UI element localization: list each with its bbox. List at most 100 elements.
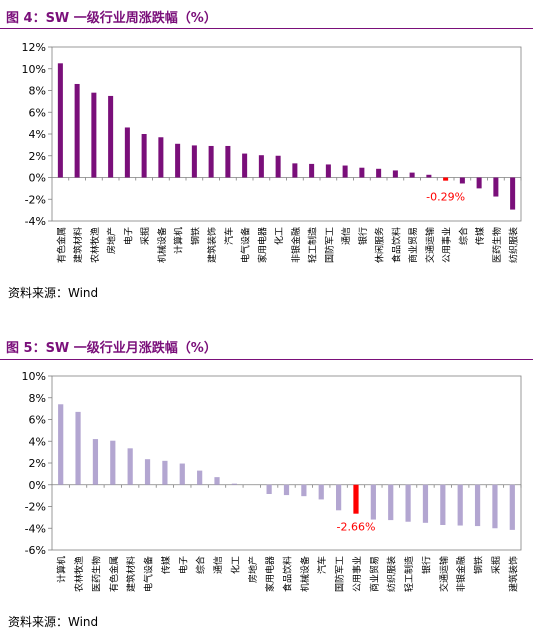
category-label: 交通运输 — [438, 556, 450, 592]
bar — [57, 63, 63, 178]
bar — [342, 165, 348, 178]
figure-4-title-rule — [0, 28, 533, 29]
category-label: 农林牧渔 — [73, 556, 85, 592]
bar — [124, 127, 130, 178]
category-label: 建筑材料 — [72, 227, 84, 263]
category-label: 商业贸易 — [407, 227, 419, 263]
category-label: 房地产 — [106, 227, 118, 254]
bar — [301, 484, 307, 497]
bar — [325, 164, 331, 178]
category-label: 国防军工 — [323, 227, 335, 263]
y-tick-label: 4% — [29, 128, 46, 141]
category-label: 通信 — [212, 556, 224, 574]
y-tick-label: -4% — [25, 215, 46, 228]
bar — [318, 484, 324, 500]
bar — [509, 484, 515, 530]
bar — [376, 168, 382, 178]
bar — [426, 174, 432, 178]
bar — [422, 484, 429, 523]
bar — [208, 145, 214, 178]
bar — [510, 177, 516, 210]
bar — [197, 470, 203, 485]
y-tick-label: 0% — [29, 172, 46, 185]
y-tick-label: 2% — [29, 150, 46, 163]
y-tick-label: -2% — [25, 193, 46, 206]
y-tick-label: 0% — [29, 479, 46, 492]
category-label: 国防军工 — [334, 556, 346, 592]
bar — [127, 448, 133, 485]
y-tick-label: 12% — [22, 41, 46, 54]
category-label: 医药生物 — [491, 227, 503, 263]
bar — [474, 484, 481, 527]
bar — [353, 484, 359, 514]
y-tick-label: 8% — [29, 85, 46, 98]
y-tick-label: -4% — [25, 522, 46, 535]
category-label: 非银金融 — [290, 227, 302, 263]
bar — [440, 484, 446, 525]
y-tick-label: 4% — [29, 435, 46, 448]
category-label: 房地产 — [247, 556, 259, 583]
figure-5-bar-chart: 10% 8% 6% 4% 2% 0% -2% -4% -6% 计算机 农林牧渔 医药生物 有色金属 建筑材… — [22, 370, 522, 592]
bar — [110, 440, 116, 485]
category-label: 综合 — [457, 227, 469, 245]
category-label: 公用事业 — [351, 556, 363, 592]
category-label: 化工 — [229, 556, 241, 574]
category-label: 汽车 — [223, 227, 235, 245]
category-label: 计算机 — [173, 227, 185, 254]
category-label: 采掘 — [490, 556, 502, 574]
y-tick-label: 2% — [29, 457, 46, 470]
category-label: 银行 — [420, 556, 432, 574]
category-label: 有色金属 — [55, 227, 67, 263]
bar — [275, 155, 281, 178]
bar — [388, 484, 394, 521]
bar — [58, 404, 64, 485]
bar — [74, 83, 80, 178]
y-tick-label: 10% — [22, 63, 46, 76]
category-label: 非银金融 — [455, 556, 467, 592]
category-label: 公用事业 — [441, 227, 453, 263]
category-label: 家用电器 — [256, 227, 268, 263]
figure-5-title-rule — [0, 359, 533, 360]
plot-frame — [51, 375, 522, 551]
bar — [225, 145, 231, 178]
bar — [91, 92, 97, 178]
bar — [493, 177, 499, 197]
category-label: 机械设备 — [156, 227, 168, 263]
figure-5-source: 资料来源：Wind — [8, 615, 99, 629]
category-label: 建筑装饰 — [507, 556, 519, 592]
y-tick-label: 8% — [29, 392, 46, 405]
bar — [158, 137, 164, 178]
category-label: 食品饮料 — [282, 556, 294, 592]
category-label: 汽车 — [316, 556, 328, 574]
figure-4-source: 资料来源：Wind — [8, 286, 99, 300]
figure-5-title: 图 5：SW 一级行业月涨跌幅（%） — [6, 341, 217, 356]
y-tick-label: 6% — [29, 414, 46, 427]
highlight-value-label: -2.66% — [337, 521, 376, 534]
bar — [214, 477, 220, 485]
category-label: 电气设备 — [143, 556, 155, 592]
figure-4-title: 图 4：SW 一级行业周涨跌幅（%） — [6, 11, 217, 26]
category-label: 交通运输 — [424, 227, 436, 263]
category-label: 化工 — [273, 227, 285, 245]
bar — [457, 484, 463, 526]
category-label: 钢铁 — [189, 227, 201, 245]
bar — [292, 163, 298, 178]
category-label: 轻工制造 — [307, 227, 319, 263]
bar — [283, 484, 290, 496]
category-label: 传媒 — [474, 227, 486, 245]
bar — [359, 167, 365, 178]
bar — [242, 153, 248, 178]
category-label: 电子 — [177, 556, 189, 574]
category-label: 机械设备 — [299, 556, 311, 592]
category-label: 有色金属 — [108, 556, 120, 592]
category-label: 纺织服装 — [386, 556, 398, 592]
category-label: 钢铁 — [473, 556, 485, 574]
figure-4-bar-chart: 12% 10% 8% 6% 4% 2% 0% -2% -4% 有色金属 建筑材料 农林牧渔 房地产 电子采… — [22, 41, 522, 263]
category-label: 电气设备 — [240, 227, 252, 263]
category-label: 休闲服务 — [374, 227, 386, 263]
bar — [258, 155, 264, 178]
bar — [162, 460, 168, 485]
bar — [75, 411, 81, 485]
bar — [476, 177, 482, 189]
bar — [409, 172, 415, 178]
